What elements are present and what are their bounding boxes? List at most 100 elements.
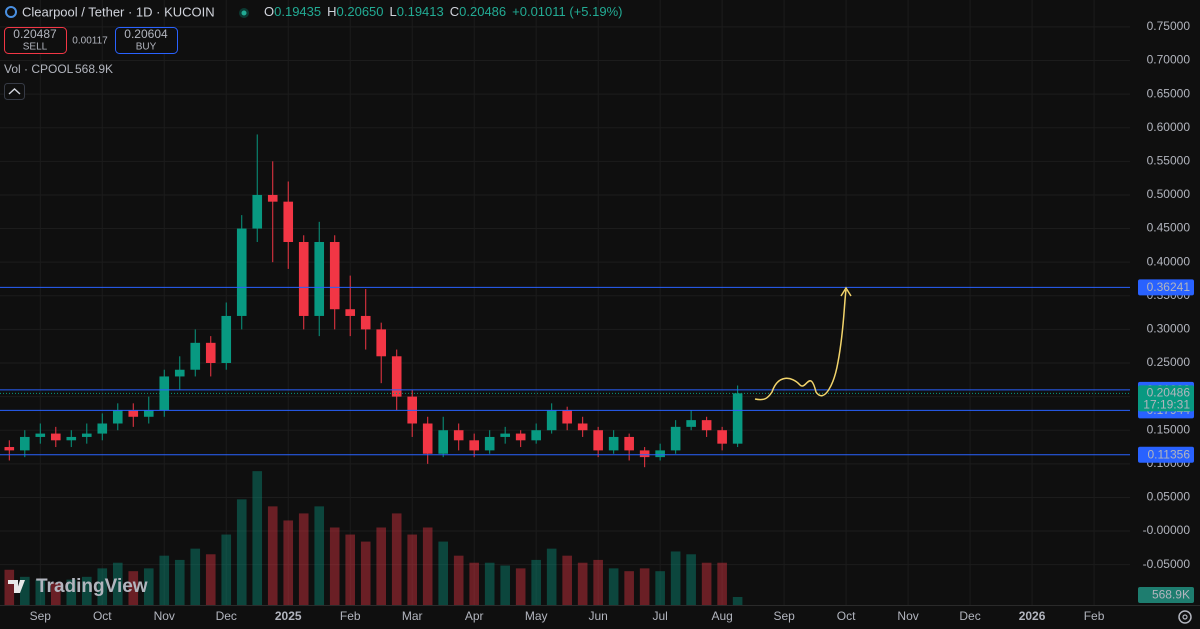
- candle-body: [546, 410, 557, 431]
- sell-price: 0.20487: [13, 27, 57, 41]
- symbol-icon: [5, 6, 17, 18]
- x-tick-label: May: [525, 609, 548, 623]
- candle-body: [81, 433, 92, 437]
- volume-bar: [35, 579, 46, 605]
- candle-body: [112, 410, 123, 424]
- candle-body: [453, 430, 464, 441]
- y-tick-label: 0.45000: [1147, 221, 1191, 235]
- x-tick-label: Feb: [340, 609, 361, 623]
- candle-body: [438, 430, 449, 454]
- sell-button[interactable]: [4, 27, 67, 54]
- candle-body: [205, 342, 216, 363]
- volume-bar: [376, 527, 387, 605]
- candle-body: [469, 440, 479, 451]
- buy-price: 0.20604: [124, 27, 168, 41]
- candle-body: [4, 447, 15, 451]
- candle-body: [314, 242, 325, 316]
- candle-body: [562, 410, 572, 424]
- last-price-label: 0.20486: [1147, 386, 1191, 400]
- candle-body: [66, 436, 77, 441]
- volume-bar: [112, 562, 123, 605]
- l-label: L: [390, 4, 397, 19]
- volume-bar: [81, 576, 92, 605]
- volume-bar: [515, 568, 526, 605]
- volume-bar: [717, 562, 727, 605]
- volume-bar: [345, 534, 356, 605]
- candle-body: [190, 342, 201, 370]
- candle-body: [143, 410, 154, 417]
- candle-body: [422, 423, 433, 454]
- level-label: 0.11356: [1148, 447, 1191, 461]
- buy-button[interactable]: [115, 27, 178, 54]
- candle-body: [159, 376, 170, 411]
- candle-body: [624, 436, 634, 451]
- volume-bar: [484, 562, 495, 605]
- candle-body: [236, 228, 247, 316]
- volume-bar: [639, 568, 650, 605]
- candle-body: [515, 433, 526, 441]
- volume-bar: [190, 548, 201, 605]
- c-value: 0.20486: [459, 4, 506, 19]
- price-tag: [1138, 587, 1194, 603]
- volume-bar: [422, 527, 433, 605]
- c-label: C: [450, 4, 459, 19]
- candle-body: [593, 430, 603, 451]
- y-tick-label: 0.70000: [1147, 53, 1191, 67]
- volume-bar: [407, 534, 418, 605]
- forecast-arrow: [840, 286, 852, 297]
- volume-bar: [174, 559, 185, 605]
- volume-bar: [314, 506, 325, 605]
- volume-bar: [128, 571, 139, 605]
- candle-body: [686, 420, 696, 427]
- volume-bar: [4, 569, 15, 605]
- candle-body: [345, 309, 356, 316]
- drawn-forecast: [754, 289, 847, 401]
- candle-body: [717, 430, 727, 444]
- volume-bar: [531, 559, 541, 605]
- ohlc-readout: O0.19435 H0.20650 L0.19413 C0.20486 +0.01011…: [264, 4, 622, 19]
- volume-bar: [686, 554, 696, 605]
- volume-bar: [50, 582, 61, 605]
- x-tick-label: Jul: [652, 609, 667, 623]
- y-tick-label: -0.00000: [1143, 523, 1191, 537]
- buy-label: BUY: [136, 42, 157, 53]
- x-tick-label: Nov: [154, 609, 175, 623]
- h-label: H: [327, 4, 336, 19]
- volume-bar: [283, 520, 294, 605]
- collapse-button[interactable]: [4, 83, 25, 100]
- volume-readout: 568.9K: [75, 62, 113, 76]
- volume-bar: [360, 541, 371, 605]
- x-tick-label: Feb: [1084, 609, 1105, 623]
- candle-body: [701, 420, 712, 431]
- y-tick-label: 0.05000: [1147, 490, 1191, 504]
- volume-bar: [97, 568, 108, 605]
- volume-bar: [593, 559, 603, 605]
- candle-body: [97, 423, 108, 434]
- x-tick-label: Sep: [773, 609, 795, 623]
- status-dot-core: [241, 10, 247, 16]
- symbol-title[interactable]: Clearpool / Tether · 1D · KUCOIN: [22, 4, 215, 19]
- y-tick-label: 0.65000: [1147, 86, 1191, 100]
- y-tick-label: 0.55000: [1147, 154, 1191, 168]
- price-tag: [1138, 385, 1194, 412]
- candle-body: [531, 430, 541, 441]
- volume-bar: [205, 554, 216, 605]
- volume-bar: [608, 568, 619, 605]
- volume-bar: [469, 562, 479, 605]
- volume-tag: 568.9K: [1152, 588, 1190, 602]
- o-value: 0.19435: [274, 4, 321, 19]
- volume-legend: Vol · CPOOL: [4, 62, 74, 76]
- candle-body: [329, 242, 340, 310]
- candle-body: [500, 433, 510, 437]
- candle-body: [376, 329, 387, 357]
- volume-bar: [701, 562, 712, 605]
- price-tag: [1138, 279, 1194, 296]
- candle-body: [298, 242, 309, 316]
- settings-icon[interactable]: [1178, 610, 1192, 624]
- volume-bar: [329, 527, 340, 605]
- l-value: 0.19413: [397, 4, 444, 19]
- y-tick-label: 0.75000: [1147, 19, 1191, 33]
